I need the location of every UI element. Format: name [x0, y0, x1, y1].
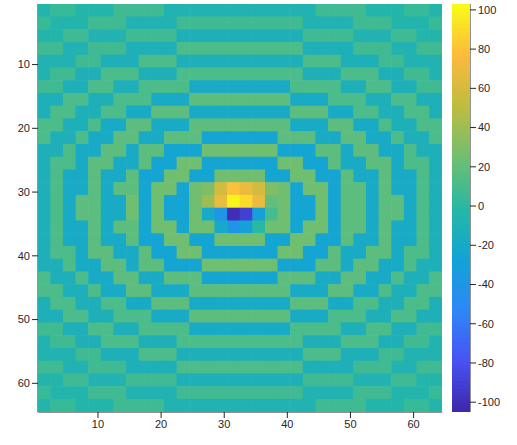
- svg-text:40: 40: [18, 250, 30, 262]
- svg-text:60: 60: [18, 377, 30, 389]
- svg-text:40: 40: [281, 418, 293, 430]
- svg-text:-40: -40: [478, 278, 494, 290]
- svg-text:-20: -20: [478, 239, 494, 251]
- svg-text:20: 20: [478, 161, 490, 173]
- svg-text:80: 80: [478, 43, 490, 55]
- svg-text:60: 60: [478, 82, 490, 94]
- svg-text:20: 20: [18, 122, 30, 134]
- svg-text:10: 10: [18, 58, 30, 70]
- svg-text:0: 0: [478, 200, 484, 212]
- svg-text:50: 50: [344, 418, 356, 430]
- svg-text:30: 30: [18, 186, 30, 198]
- svg-text:-100: -100: [478, 396, 500, 408]
- svg-text:100: 100: [478, 4, 496, 16]
- svg-text:40: 40: [478, 121, 490, 133]
- svg-text:50: 50: [18, 313, 30, 325]
- svg-text:60: 60: [407, 418, 419, 430]
- svg-text:-60: -60: [478, 318, 494, 330]
- svg-text:30: 30: [218, 418, 230, 430]
- svg-text:10: 10: [92, 418, 104, 430]
- svg-text:-80: -80: [478, 357, 494, 369]
- svg-text:20: 20: [155, 418, 167, 430]
